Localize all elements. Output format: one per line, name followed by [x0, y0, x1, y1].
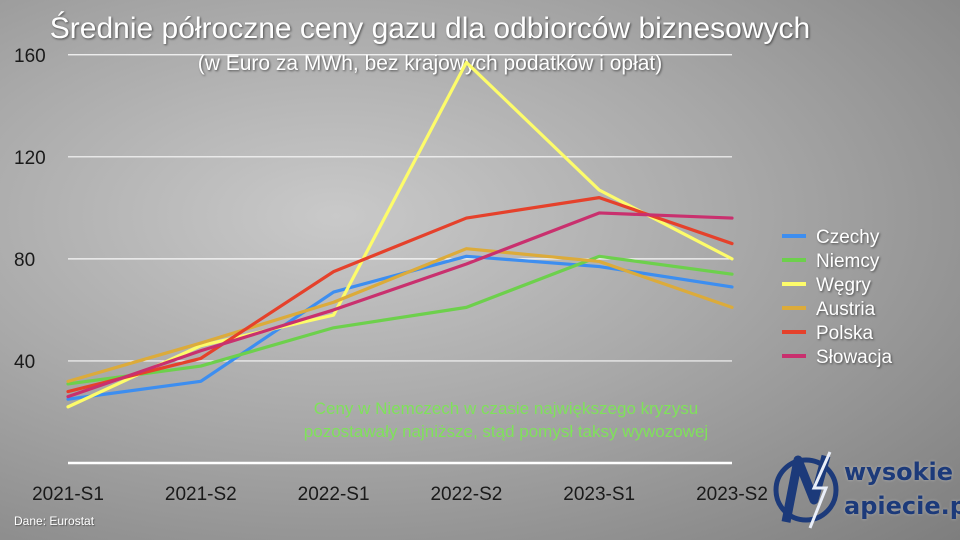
tick-layer: 40 80 120 160 2021-S1 2021-S2 2022-S1 2022-S2 20… [14, 46, 768, 505]
annotation: Ceny w Niemczech w czasie największego k… [304, 399, 708, 441]
series-line-2 [66, 60, 734, 409]
logo-n-icon [773, 451, 839, 529]
series-line-3 [66, 247, 734, 383]
y-tick-label: 80 [14, 250, 35, 271]
series-line-0 [66, 254, 734, 401]
series-line-5 [66, 211, 734, 399]
chart-title: Średnie półroczne ceny gazu dla odbiorcó… [49, 12, 811, 45]
legend-label-2: Węgry [816, 275, 871, 296]
y-tick-label: 160 [14, 46, 46, 67]
logo: wysokie apiecie.pl [772, 448, 960, 538]
grid-layer [68, 54, 732, 465]
x-tick-label: 2021-S1 [32, 484, 104, 505]
x-tick-label: 2023-S1 [563, 484, 635, 505]
source-note: Dane: Eurostat [14, 514, 95, 528]
x-tick-label: 2021-S2 [165, 484, 237, 505]
chart-subtitle: (w Euro za MWh, bez krajowych podatków i… [197, 52, 663, 75]
legend-label-0: Czechy [816, 227, 880, 248]
legend-label-4: Polska [816, 323, 873, 344]
series-layer [66, 60, 734, 409]
legend-label-3: Austria [816, 299, 876, 320]
y-tick-label: 120 [14, 148, 46, 169]
legend: Czechy Niemcy Węgry Austria Polska Słowacja [782, 227, 892, 368]
legend-label-1: Niemcy [816, 251, 880, 272]
y-tick-label: 40 [14, 352, 35, 373]
legend-label-5: Słowacja [816, 347, 892, 368]
logo-text-bottom: apiecie.pl [844, 492, 960, 520]
logo-text-top: wysokie [844, 458, 954, 486]
x-tick-label: 2022-S1 [298, 484, 370, 505]
annotation-line-1: Ceny w Niemczech w czasie największego k… [314, 399, 699, 418]
x-tick-label: 2023-S2 [696, 484, 768, 505]
series-line-1 [66, 254, 734, 386]
annotation-line-2: pozostawały najniższe, stąd pomysł taksy… [304, 422, 708, 441]
series-line-4 [66, 196, 734, 394]
x-tick-label: 2022-S2 [430, 484, 502, 505]
